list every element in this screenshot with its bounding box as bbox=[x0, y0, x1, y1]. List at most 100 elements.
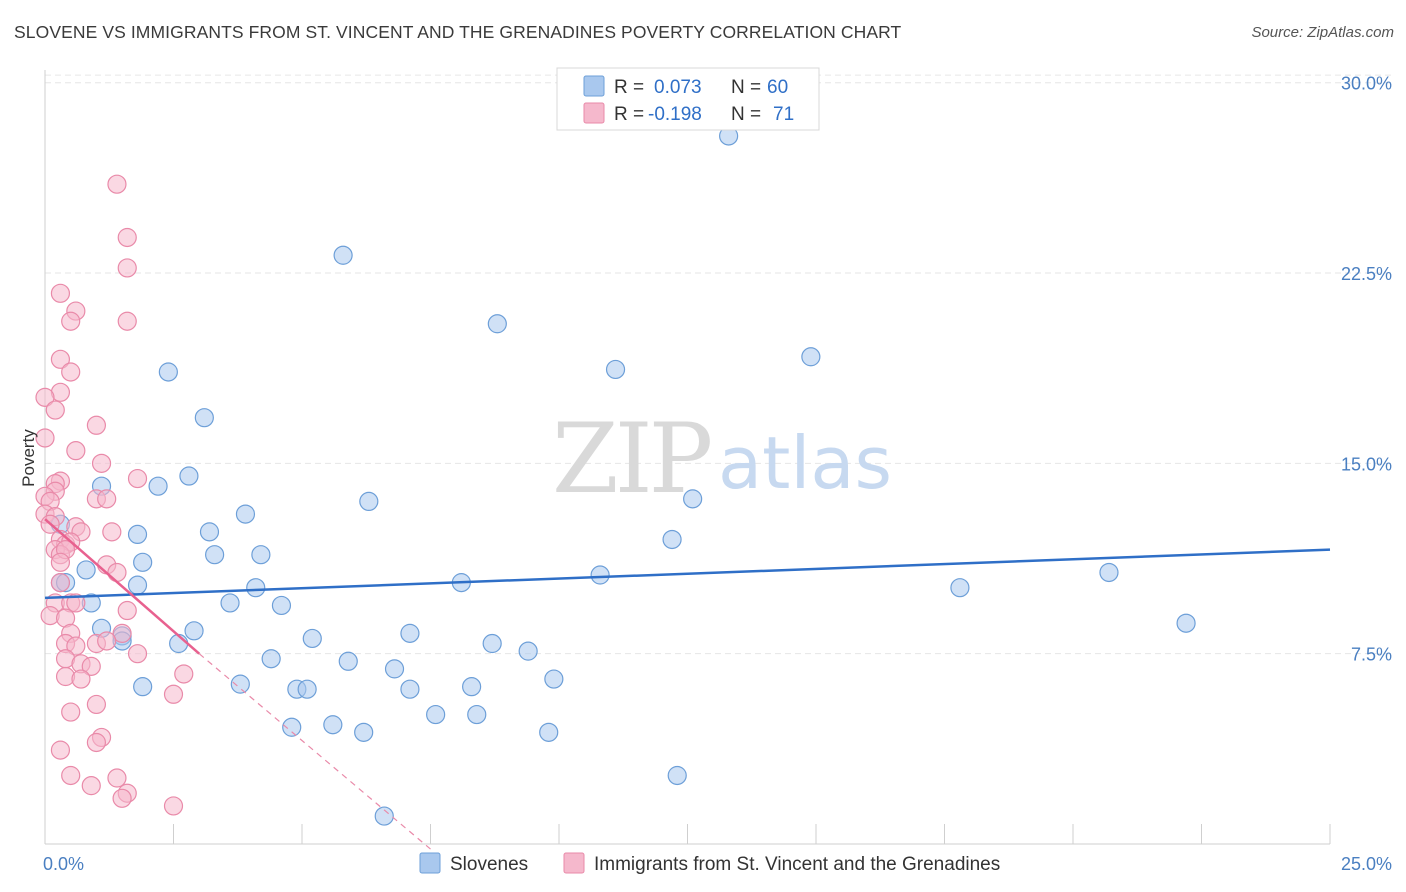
immigrant-point bbox=[117, 600, 137, 621]
immigrant-point bbox=[117, 258, 137, 278]
slovene-point bbox=[374, 806, 394, 826]
slovene-point bbox=[184, 621, 204, 641]
immigrant-point bbox=[35, 387, 55, 407]
watermark-atlas: atlas bbox=[718, 421, 892, 505]
immigrant-point bbox=[50, 573, 71, 593]
immigrant-point bbox=[112, 623, 132, 643]
slovene-point bbox=[400, 623, 420, 643]
immigrant-point bbox=[86, 415, 107, 435]
slovene-point bbox=[462, 677, 482, 697]
immigrant-point bbox=[61, 765, 81, 786]
slovene-point bbox=[359, 491, 379, 512]
immigrant-point bbox=[81, 776, 101, 796]
immigrant-point bbox=[117, 311, 137, 331]
slovene-point bbox=[590, 565, 610, 585]
slovene-point bbox=[338, 651, 358, 671]
legend-n-label-1: N = bbox=[731, 77, 761, 98]
legend-r-label-1: R = bbox=[614, 77, 644, 98]
data-points bbox=[35, 126, 1196, 826]
legend-r-label-2: R = bbox=[614, 104, 644, 125]
slovene-point bbox=[205, 545, 225, 565]
slovene-point bbox=[194, 408, 214, 428]
slovene-point bbox=[801, 347, 821, 367]
slovene-point bbox=[605, 359, 626, 380]
slovene-point bbox=[271, 595, 292, 616]
slovene-point bbox=[482, 633, 502, 654]
immigrant-point bbox=[107, 174, 127, 194]
immigrant-point bbox=[102, 522, 122, 542]
chart-title: SLOVENE VS IMMIGRANTS FROM ST. VINCENT A… bbox=[14, 22, 902, 42]
slovene-point bbox=[133, 552, 153, 572]
slovene-point bbox=[662, 529, 682, 550]
immigrant-trend-line bbox=[44, 518, 201, 655]
immigrant-point bbox=[112, 788, 132, 808]
slovene-point bbox=[251, 545, 271, 565]
immigrant-point bbox=[45, 400, 65, 420]
immigrant-point bbox=[97, 631, 117, 651]
legend-n-value-2: 71 bbox=[773, 104, 794, 125]
slovene-point bbox=[230, 674, 250, 694]
y-tick-label: 15.0% bbox=[1341, 454, 1392, 474]
slovene-point bbox=[148, 476, 168, 496]
slovene-point bbox=[1099, 562, 1119, 583]
source-label: Source: ZipAtlas.com bbox=[1251, 24, 1394, 41]
y-tick-label: 30.0% bbox=[1341, 74, 1392, 94]
immigrant-point bbox=[61, 702, 81, 722]
legend-n-value-1: 60 bbox=[767, 77, 788, 98]
slovene-point bbox=[127, 524, 148, 545]
axes bbox=[44, 70, 1331, 845]
tick-labels: 7.5% 15.0% 22.5% 30.0% 0.0% 25.0% bbox=[43, 74, 1392, 874]
legend-n-label-2: N = bbox=[731, 104, 761, 125]
slovene-point bbox=[1176, 613, 1196, 633]
immigrant-point bbox=[66, 441, 86, 461]
immigrant-point bbox=[61, 362, 81, 382]
slovene-point bbox=[220, 593, 240, 613]
slovene-point bbox=[127, 575, 148, 595]
slovene-point bbox=[667, 765, 687, 786]
slovene-point bbox=[235, 504, 256, 524]
immigrant-trend-extension bbox=[198, 653, 431, 850]
slovene-point bbox=[683, 489, 703, 509]
immigrant-point bbox=[81, 656, 101, 676]
immigrant-point bbox=[127, 468, 148, 489]
slovene-point bbox=[384, 659, 405, 679]
y-tick-label: 7.5% bbox=[1351, 645, 1392, 665]
legend-bottom-label-immigrants: Immigrants from St. Vincent and the Gren… bbox=[594, 854, 1000, 875]
immigrant-point bbox=[50, 740, 71, 760]
legend-bottom-swatch-pink bbox=[563, 852, 585, 874]
immigrant-point bbox=[50, 283, 71, 303]
immigrant-point bbox=[97, 489, 117, 509]
immigrant-point bbox=[61, 311, 81, 331]
slovene-point bbox=[950, 578, 970, 598]
slovene-point bbox=[467, 704, 487, 725]
immigrant-point bbox=[107, 768, 127, 788]
slovene-point bbox=[333, 245, 353, 265]
y-tick-label: 22.5% bbox=[1341, 264, 1392, 284]
immigrant-point bbox=[86, 694, 107, 715]
legend-bottom-swatch-blue bbox=[419, 852, 441, 874]
slovene-point bbox=[133, 677, 153, 697]
slovene-point bbox=[487, 314, 507, 334]
slovene-point bbox=[302, 628, 322, 649]
immigrant-point bbox=[66, 593, 86, 613]
slovene-trend-line bbox=[44, 548, 1331, 600]
immigrant-point bbox=[91, 453, 112, 473]
immigrant-point bbox=[163, 684, 184, 704]
immigrant-point bbox=[117, 227, 137, 248]
immigrant-point bbox=[127, 644, 148, 664]
slovene-point bbox=[323, 715, 343, 735]
immigrant-point bbox=[174, 664, 194, 684]
slovene-point bbox=[297, 679, 317, 699]
slovene-point bbox=[426, 704, 446, 725]
slovene-point bbox=[158, 362, 178, 382]
immigrant-point bbox=[71, 669, 91, 689]
slovene-point bbox=[199, 522, 220, 542]
slovene-point bbox=[544, 669, 564, 689]
slovene-point bbox=[261, 649, 281, 669]
trend-lines bbox=[44, 518, 1331, 850]
immigrant-point bbox=[86, 732, 107, 753]
legend-top: R = 0.073 N = 60 R = -0.198 N = 71 bbox=[556, 67, 820, 131]
slovene-point bbox=[354, 722, 374, 742]
slovene-point bbox=[282, 717, 302, 737]
